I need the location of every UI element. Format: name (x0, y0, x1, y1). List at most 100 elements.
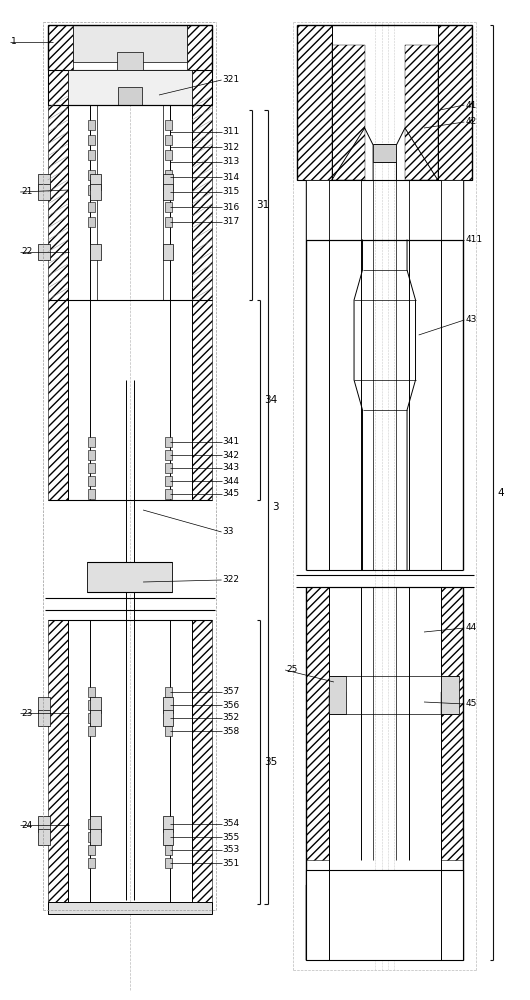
Bar (118, 87, 142, 105)
Bar (88, 202, 95, 212)
Bar (88, 450, 95, 460)
Bar (165, 858, 172, 868)
Bar (163, 829, 173, 845)
Bar (88, 726, 95, 736)
Text: 43: 43 (465, 316, 476, 324)
Text: 31: 31 (256, 200, 269, 210)
Bar (165, 135, 172, 145)
Bar (90, 184, 101, 200)
Bar (163, 174, 173, 190)
Bar (306, 587, 329, 860)
Bar (90, 697, 101, 713)
Bar (405, 45, 438, 180)
Bar (38, 816, 50, 832)
Bar (38, 174, 50, 190)
Text: 358: 358 (223, 726, 240, 736)
Bar (163, 697, 173, 713)
Bar (88, 845, 95, 855)
Text: 4: 4 (497, 488, 504, 498)
Bar (165, 185, 172, 195)
Bar (306, 870, 463, 960)
Bar (165, 450, 172, 460)
Text: 34: 34 (264, 395, 277, 405)
Bar (438, 25, 472, 180)
Bar (88, 120, 95, 130)
Bar (90, 174, 101, 190)
Text: 322: 322 (223, 576, 240, 584)
Bar (297, 25, 332, 180)
Bar (163, 184, 173, 200)
Bar (68, 70, 192, 105)
Text: 321: 321 (223, 76, 240, 85)
Bar (441, 180, 463, 240)
Bar (38, 244, 50, 260)
Text: 351: 351 (223, 858, 240, 867)
Bar (165, 150, 172, 160)
Bar (38, 184, 50, 200)
Bar (165, 700, 172, 710)
Bar (88, 135, 95, 145)
Bar (90, 816, 101, 832)
Bar (38, 710, 50, 726)
Text: 1: 1 (11, 37, 16, 46)
Text: 314: 314 (223, 172, 240, 182)
Text: 342: 342 (223, 450, 240, 460)
Bar (165, 726, 172, 736)
Text: 311: 311 (223, 127, 240, 136)
Bar (88, 437, 95, 447)
Bar (88, 217, 95, 227)
Text: 24: 24 (21, 820, 32, 830)
Bar (165, 202, 172, 212)
Bar (165, 845, 172, 855)
Bar (88, 819, 95, 829)
Bar (88, 489, 95, 499)
Bar (88, 700, 95, 710)
Bar (332, 45, 365, 180)
Bar (441, 692, 459, 714)
Bar (192, 620, 212, 904)
Bar (48, 300, 68, 500)
Bar (187, 25, 212, 70)
Bar (165, 120, 172, 130)
Bar (73, 25, 187, 62)
Text: 35: 35 (264, 757, 277, 767)
Text: 355: 355 (223, 832, 240, 842)
Bar (163, 816, 173, 832)
Bar (165, 832, 172, 842)
Bar (329, 692, 347, 714)
Text: 317: 317 (223, 218, 240, 227)
Text: 341: 341 (223, 438, 240, 446)
Bar (87, 562, 172, 592)
Bar (88, 185, 95, 195)
Bar (441, 587, 463, 860)
Bar (163, 244, 173, 260)
Text: 45: 45 (465, 700, 476, 708)
Bar (165, 437, 172, 447)
Text: 41: 41 (465, 101, 476, 109)
Bar (329, 676, 347, 714)
Bar (192, 300, 212, 500)
Bar (165, 476, 172, 486)
Text: 356: 356 (223, 700, 240, 710)
Bar (90, 829, 101, 845)
Text: 344: 344 (223, 477, 240, 486)
Bar (192, 70, 212, 105)
Text: 22: 22 (21, 247, 32, 256)
Text: 21: 21 (21, 188, 32, 196)
Bar (165, 217, 172, 227)
Text: 44: 44 (465, 624, 476, 633)
Bar (165, 687, 172, 697)
Text: 345: 345 (223, 489, 240, 498)
Text: 352: 352 (223, 714, 240, 722)
Bar (165, 713, 172, 723)
Bar (48, 620, 68, 904)
Bar (163, 710, 173, 726)
Text: 316: 316 (223, 202, 240, 212)
Bar (441, 676, 459, 714)
Text: 357: 357 (223, 688, 240, 696)
Text: 312: 312 (223, 142, 240, 151)
Bar (165, 819, 172, 829)
Bar (90, 244, 101, 260)
Bar (88, 713, 95, 723)
Bar (48, 105, 68, 300)
